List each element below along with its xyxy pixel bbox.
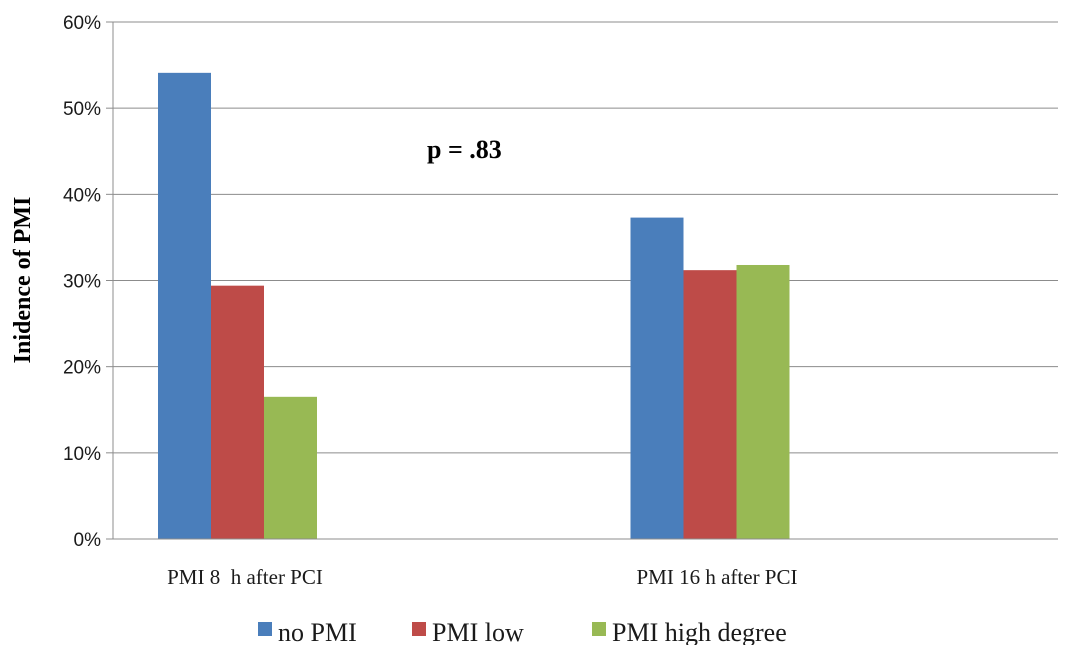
y-tick-label: 40% xyxy=(63,185,101,206)
x-category-label: PMI 8 h after PCI xyxy=(167,565,323,589)
legend-swatch xyxy=(258,622,272,636)
y-tick-label: 10% xyxy=(63,444,101,465)
legend-swatch xyxy=(592,622,606,636)
y-axis-label: Inidence of PMI xyxy=(10,197,36,364)
y-tick-label: 50% xyxy=(63,99,101,120)
y-axis-ticks: 0% 10% 20% 30% 40% 50% 60% xyxy=(63,13,113,551)
y-tick-label: 60% xyxy=(63,13,101,34)
bar-pmi-low xyxy=(211,285,264,539)
bar-pmi-high-degree xyxy=(736,264,790,539)
bar-no-pmi xyxy=(158,72,211,540)
legend-label: PMI high degree xyxy=(612,618,787,645)
grid-lines xyxy=(113,21,1058,454)
axes xyxy=(112,22,1058,540)
p-value-annotation: p = .83 xyxy=(427,135,502,164)
legend-swatch xyxy=(412,622,426,636)
x-category-label: PMI 16 h after PCI xyxy=(637,565,798,589)
legend-label: no PMI xyxy=(278,618,357,645)
legend: no PMI PMI low PMI high degree xyxy=(258,618,787,645)
y-tick-label: 0% xyxy=(74,530,102,551)
bars xyxy=(158,72,790,540)
bar-no-pmi xyxy=(630,217,684,539)
y-tick-label: 30% xyxy=(63,272,101,293)
x-axis-categories: PMI 8 h after PCI PMI 16 h after PCI xyxy=(167,565,797,589)
y-tick-label: 20% xyxy=(63,358,101,379)
bar-pmi-high-degree xyxy=(264,396,317,539)
bar-pmi-low xyxy=(683,270,737,539)
legend-label: PMI low xyxy=(432,618,524,645)
